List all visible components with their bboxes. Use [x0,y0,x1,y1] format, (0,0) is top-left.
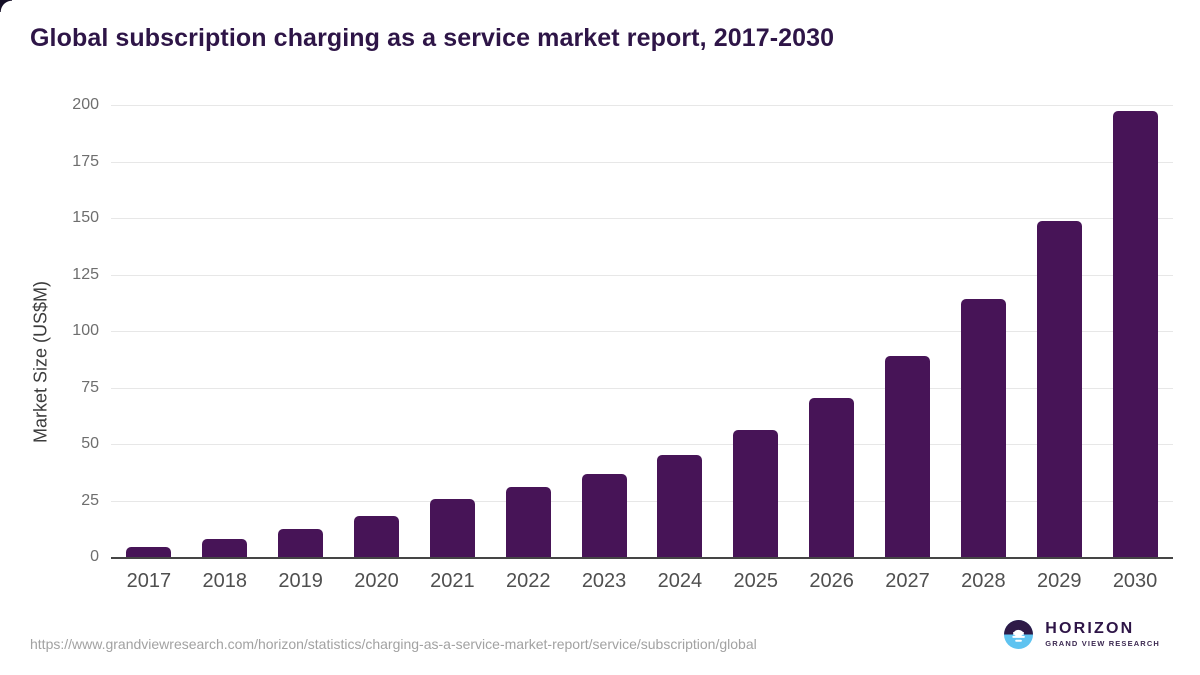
gridline-75 [111,387,1173,389]
bar-2020[interactable] [354,516,399,557]
y-tick-label-0: 0 [90,548,99,565]
gridline-100 [111,331,1173,332]
x-tick-label-2029: 2029 [1036,570,1082,592]
y-axis-title: Market Size (US$M) [30,280,51,444]
y-tick-label-100: 100 [72,322,99,339]
logo-name: HORIZON [1045,620,1135,638]
bar-2019[interactable] [278,528,324,557]
bar-2024[interactable] [657,454,703,557]
horizon-logo-icon [1004,620,1034,649]
bar-2022[interactable] [505,486,551,557]
logo-text: HORIZON GRAND VIEW RESEARCH [1045,621,1160,648]
chart-footer: https://www.grandviewresearch.com/horizo… [0,611,1200,675]
x-tick-label-2025: 2025 [733,570,779,592]
x-tick-label-2021: 2021 [430,570,475,592]
x-tick-label-2028: 2028 [961,570,1006,592]
gridline-50 [111,444,1173,445]
bar-2025[interactable] [733,430,779,557]
y-tick-label-25: 25 [81,491,99,509]
gridline-125 [111,274,1173,276]
x-tick-label-2019: 2019 [278,570,323,592]
bar-2017[interactable] [126,547,172,557]
window-corner-artifact [0,0,12,12]
x-tick-label-2022: 2022 [505,570,551,592]
bar-2027[interactable] [885,355,930,557]
x-tick-label-2026: 2026 [809,570,854,592]
x-tick-label-2017: 2017 [126,570,172,592]
x-tick-label-2024: 2024 [657,570,703,592]
horizon-logo: HORIZON GRAND VIEW RESEARCH [1004,620,1160,649]
bar-2018[interactable] [202,538,248,557]
y-tick-label-50: 50 [81,435,99,452]
gridline-200 [111,105,1173,106]
x-tick-label-2027: 2027 [885,570,930,592]
bar-2026[interactable] [809,398,855,557]
gridline-150 [111,218,1173,219]
x-tick-label-2018: 2018 [202,570,248,592]
bar-2030[interactable] [1112,110,1158,557]
source-url: https://www.grandviewresearch.com/horizo… [30,636,757,652]
chart-title: Global subscription charging as a servic… [30,24,835,52]
y-tick-label-200: 200 [72,96,99,113]
y-tick-label-125: 125 [72,265,99,283]
x-tick-label-2020: 2020 [354,570,399,592]
x-tick-label-2030: 2030 [1112,570,1158,592]
y-tick-label-150: 150 [72,209,99,226]
bar-2028[interactable] [960,299,1006,557]
bar-2021[interactable] [429,499,475,557]
bar-2029[interactable] [1036,221,1082,557]
y-tick-label-75: 75 [81,378,99,396]
logo-subtitle: GRAND VIEW RESEARCH [1045,639,1160,649]
plot-area: 0 25 50 75 100 125 150 175 200 2017 2018 2019 2020 20… [72,97,1173,591]
bar-2023[interactable] [581,473,627,557]
x-tick-label-2023: 2023 [581,570,627,592]
gridline-175 [111,161,1173,163]
gridline-25 [111,500,1173,502]
y-tick-label-175: 175 [72,152,99,170]
